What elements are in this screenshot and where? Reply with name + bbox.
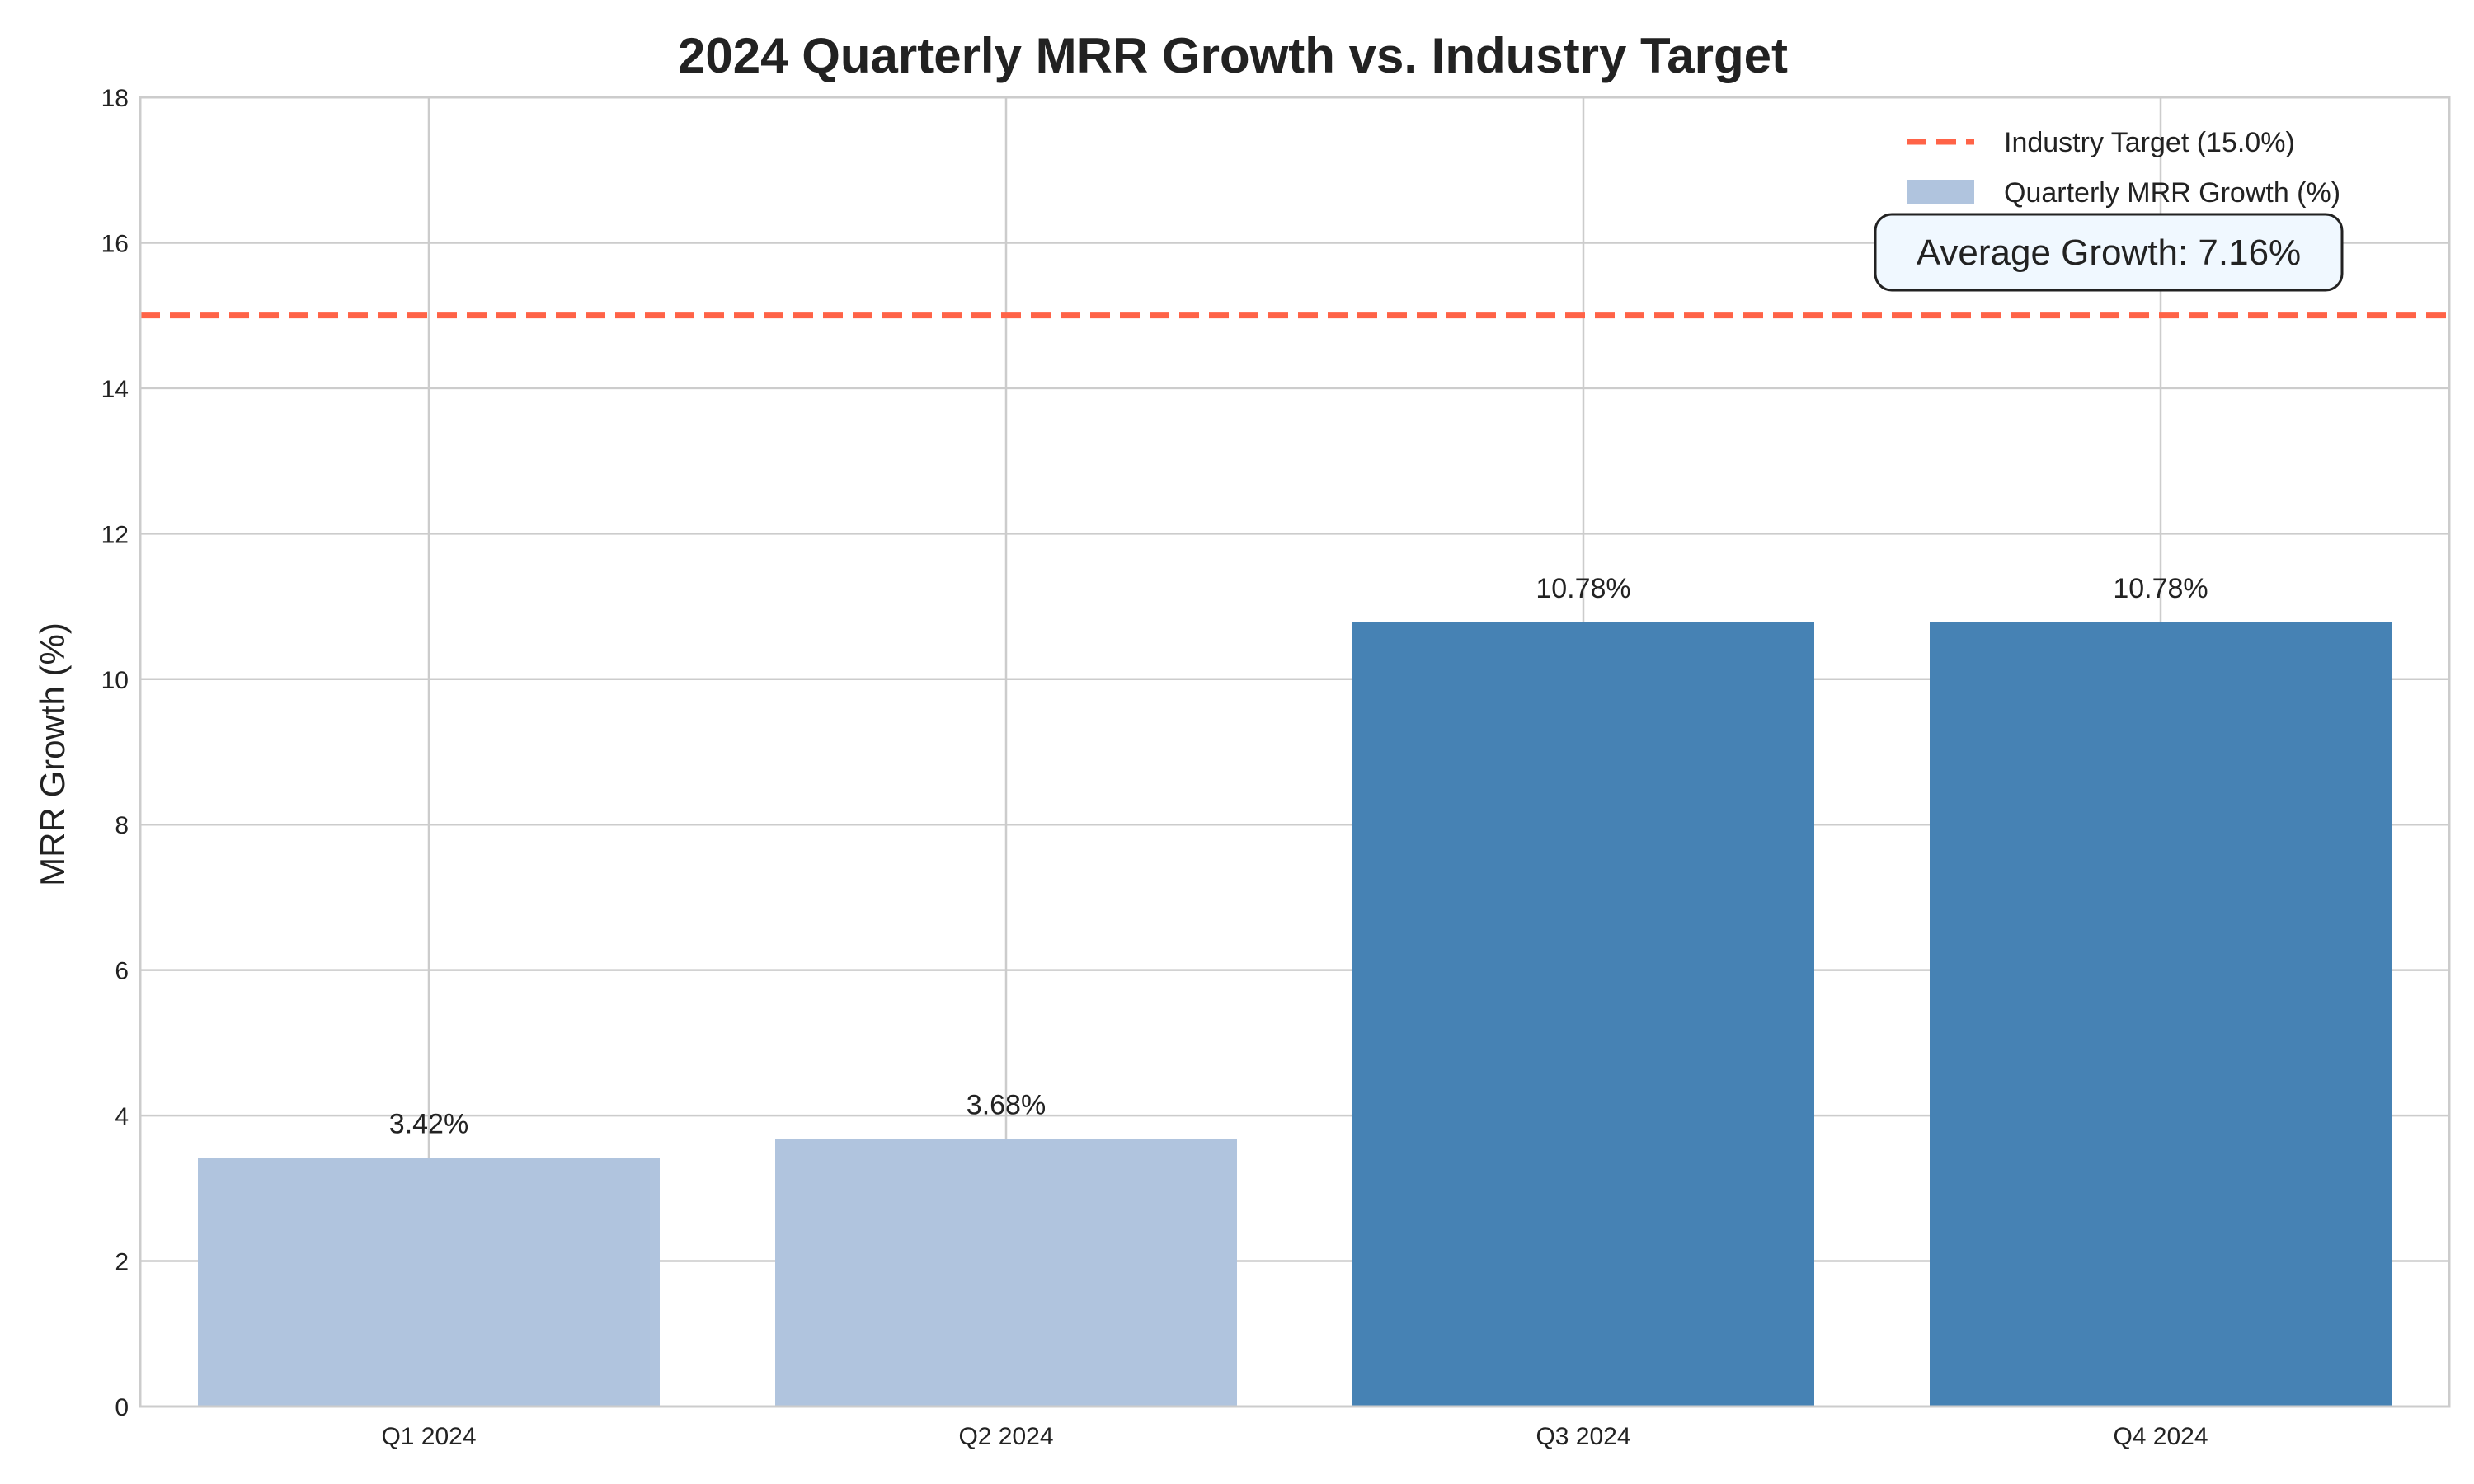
y-tick-label: 2 [115, 1249, 129, 1276]
bar [198, 1158, 660, 1407]
y-tick-label: 14 [101, 376, 129, 403]
bar-layer [198, 622, 2392, 1407]
y-tick-label: 10 [101, 667, 129, 694]
bar-value-label: 10.78% [2113, 573, 2208, 604]
bar-value-label: 3.42% [389, 1108, 468, 1139]
y-tick-label: 12 [101, 521, 129, 548]
x-tick-label: Q3 2024 [1536, 1423, 1630, 1450]
y-tick-label: 16 [101, 230, 129, 257]
chart-title: 2024 Quarterly MRR Growth vs. Industry T… [678, 28, 1788, 83]
legend: Industry Target (15.0%) Quarterly MRR Gr… [1907, 127, 2340, 209]
plot-frame [139, 96, 2451, 1408]
y-tick-label: 0 [115, 1394, 129, 1421]
bar-value-label: 3.68% [967, 1089, 1046, 1120]
x-tick-label: Q1 2024 [381, 1423, 476, 1450]
data-labels: 3.42% 3.68% 10.78% 10.78% [389, 573, 2208, 1139]
bar-value-label: 10.78% [1536, 573, 1630, 604]
y-tick-label: 4 [115, 1103, 129, 1130]
x-tick-label: Q2 2024 [958, 1423, 1053, 1450]
x-tick-label: Q4 2024 [2113, 1423, 2208, 1450]
y-tick-label: 8 [115, 812, 129, 839]
bar [1352, 622, 1814, 1407]
legend-entry-bars: Quarterly MRR Growth (%) [2004, 177, 2340, 209]
bar [775, 1139, 1237, 1407]
legend-bar-swatch [1907, 180, 1974, 204]
average-growth-annotation: Average Growth: 7.16% [1874, 213, 2344, 292]
legend-entry-reference-line: Industry Target (15.0%) [2004, 127, 2295, 158]
annotation-box [1874, 213, 2344, 292]
y-tick-label: 18 [101, 85, 129, 112]
annotation-text: Average Growth: 7.16% [1917, 232, 2301, 273]
y-axis-label: MRR Growth (%) [33, 622, 72, 886]
y-tick-label: 6 [115, 958, 129, 985]
y-axis-ticks: 0 2 4 6 8 10 12 14 16 18 [101, 85, 129, 1421]
x-axis-ticks: Q1 2024 Q2 2024 Q3 2024 Q4 2024 [381, 1423, 2208, 1450]
bar [1930, 622, 2392, 1407]
